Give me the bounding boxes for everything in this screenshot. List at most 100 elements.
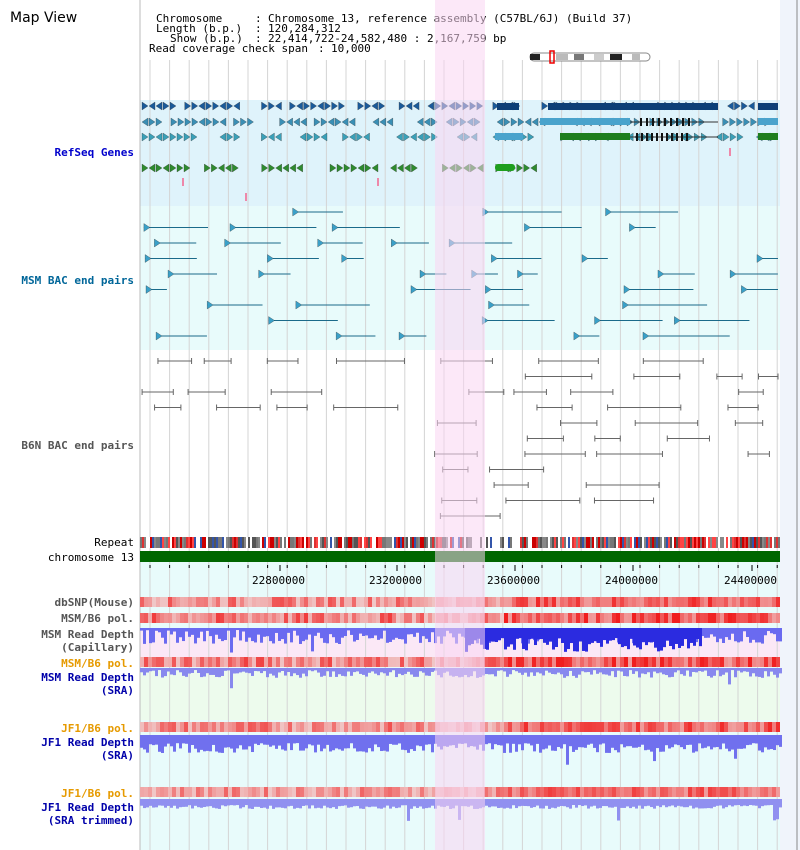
heatmap-cell [540,597,544,607]
depth-bar [425,799,428,809]
depth-bar [660,628,663,651]
depth-bar [645,628,648,646]
feature-arrow [183,163,191,173]
feature-arrow [764,117,771,127]
heatmap-cell [532,657,536,667]
feature-arrow [155,132,163,142]
depth-bar [455,668,458,676]
depth-bar [227,668,230,671]
b6n-bac-label[interactable]: B6N BAC end pairs [21,439,134,452]
heatmap-cell [500,597,504,607]
depth-bar [185,628,188,632]
heatmap-cell [424,613,428,623]
depth-bar [638,668,641,678]
heatmap-cell [300,597,304,607]
depth-bar [356,628,359,640]
heatmap-cell [360,597,364,607]
heatmap-cell [612,787,616,797]
depth-bar [749,799,752,806]
feature-arrow [506,132,514,142]
jf1-depth-trimmed-label[interactable]: JF1 Read Depth (SRA trimmed) [41,801,134,827]
depth-bar [284,668,287,676]
depth-bar [566,735,569,765]
heatmap-cell [484,657,488,667]
repeat-segment [148,537,150,548]
depth-bar [465,628,468,652]
msm-b6-pol-label-1[interactable]: MSM/B6 pol. [61,612,134,625]
depth-bar [173,799,176,806]
track-backgrounds [139,0,800,850]
heatmap-cell [508,722,512,732]
depth-bar [413,628,416,637]
depth-bar [311,799,314,806]
repeat-segment [570,537,572,548]
feature-arrow [141,117,149,127]
depth-bar [317,799,320,808]
heatmap-cell [216,787,220,797]
heatmap-cell [356,787,360,797]
heatmap-cell [636,722,640,732]
depth-bar [578,735,581,748]
depth-bar [395,668,398,678]
repeat-segment [564,537,566,548]
depth-bar [654,628,657,648]
heatmap-cell [644,657,648,667]
heatmap-cell [260,657,264,667]
refseq-genes-label[interactable]: RefSeq Genes [54,146,134,159]
heatmap-cell [604,787,608,797]
jf1-b6-pol-label-1[interactable]: JF1/B6 pol. [61,722,134,735]
feature-arrow [141,101,149,111]
feature-arrow [184,101,191,111]
depth-bar [464,799,467,807]
heatmap-cell [524,597,528,607]
depth-bar [140,735,143,748]
msm-bac-label[interactable]: MSM BAC end pairs [21,274,134,287]
depth-bar [563,628,566,639]
depth-bar [695,735,698,752]
repeat-segment [632,537,634,548]
depth-bar [647,735,650,750]
jf1-depth-sra-label[interactable]: JF1 Read Depth (SRA) [41,736,134,762]
feature-arrow [452,117,460,127]
repeat-segment [516,537,518,548]
repeat-segment [230,537,232,548]
heatmap-cell [492,657,496,667]
heatmap-cell [436,787,440,797]
heatmap-cell [472,787,476,797]
depth-bar [474,628,477,641]
depth-bar [443,799,446,807]
chromosome-bar [140,551,780,562]
depth-bar [158,668,161,671]
feature-arrow [372,117,379,127]
heatmap-cell [628,787,632,797]
dbsnp-label[interactable]: dbSNP(Mouse) [54,596,134,609]
heatmap-cell [448,657,452,667]
depth-bar [617,799,620,821]
heatmap-cell [196,597,200,607]
msm-depth-capillary-label[interactable]: MSM Read Depth (Capillary) [41,628,134,654]
feature-arrow [162,132,170,142]
heatmap-cell [752,613,756,623]
depth-bar [515,799,518,809]
depth-bar [585,628,588,652]
depth-bar [524,628,527,641]
ideogram-band [610,54,622,60]
heatmap-cell [208,613,212,623]
repeat-segment [200,537,202,548]
msm-b6-pol-label-2[interactable]: MSM/B6 pol. [61,657,134,670]
repeat-segment [538,537,540,548]
heatmap-cell [168,613,172,623]
msm-depth-sra-label[interactable]: MSM Read Depth (SRA) [41,671,134,697]
gene-exon [646,118,648,126]
depth-bar [740,628,743,642]
heatmap-cell [756,613,760,623]
feature-arrow [699,101,706,111]
jf1-b6-pol-label-2[interactable]: JF1/B6 pol. [61,787,134,800]
chromosome-label: chromosome 13 [47,551,134,564]
ideogram-band [556,54,568,60]
repeat-segment [270,537,272,548]
depth-bar [671,668,674,677]
depth-bar [614,799,617,807]
depth-bar [380,668,383,673]
depth-bar [353,735,356,749]
